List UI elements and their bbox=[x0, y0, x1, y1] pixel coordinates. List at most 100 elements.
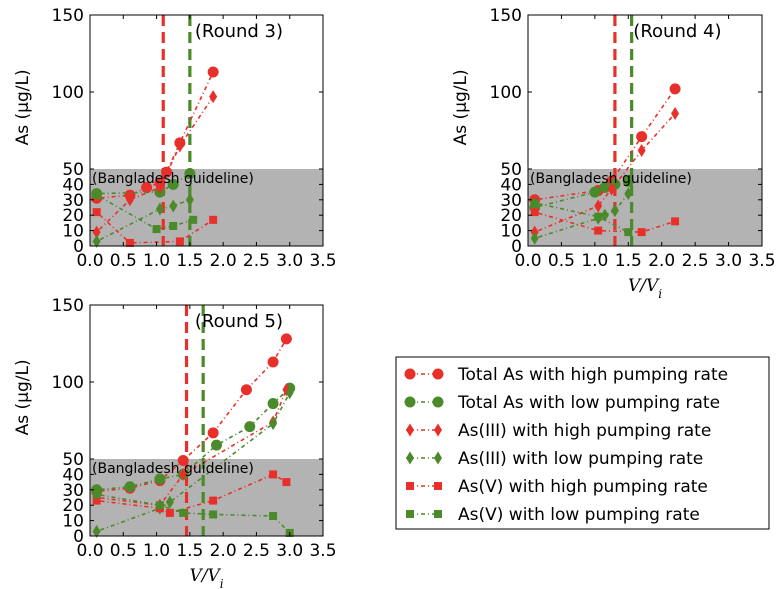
x-tick-label: 0.0 bbox=[514, 251, 541, 271]
data-point bbox=[624, 228, 633, 237]
x-tick-label: 2.0 bbox=[648, 251, 675, 271]
y-tick-label: 150 bbox=[52, 6, 84, 26]
series-line-6 bbox=[96, 194, 194, 230]
legend-marker bbox=[406, 482, 414, 490]
x-axis-label: V/Vi bbox=[628, 276, 662, 301]
legend-label: Total As with high pumping rate bbox=[457, 365, 728, 385]
x-tick-label: 2.5 bbox=[682, 251, 709, 271]
y-tick-label: 50 bbox=[500, 160, 522, 180]
data-point bbox=[622, 175, 634, 187]
axes-frame bbox=[89, 304, 324, 537]
y-tick-label: 20 bbox=[500, 206, 522, 226]
guideline-label: (Bangladesh guideline) bbox=[92, 461, 254, 477]
data-point bbox=[282, 478, 291, 487]
guideline-label: (Bangladesh guideline) bbox=[530, 171, 692, 187]
x-tick-label: 2.5 bbox=[243, 251, 270, 271]
data-point bbox=[269, 470, 278, 479]
guideline-band bbox=[90, 169, 323, 246]
data-point bbox=[125, 193, 134, 207]
data-point bbox=[267, 398, 279, 410]
data-point bbox=[636, 131, 648, 143]
y-tick-label: 30 bbox=[500, 191, 522, 211]
data-point bbox=[210, 439, 222, 451]
series-line-2 bbox=[96, 172, 191, 195]
legend-marker bbox=[432, 368, 444, 380]
data-point bbox=[179, 467, 188, 481]
legend-label: As(V) with high pumping rate bbox=[458, 477, 708, 497]
y-tick-label: 40 bbox=[62, 465, 84, 485]
data-point bbox=[285, 386, 294, 400]
data-point bbox=[125, 238, 134, 247]
data-point bbox=[589, 186, 601, 198]
data-point bbox=[207, 427, 219, 439]
x-tick-label: 1.5 bbox=[615, 251, 642, 271]
x-tick-label: 1.5 bbox=[176, 251, 203, 271]
data-point bbox=[184, 168, 196, 180]
legend-marker bbox=[434, 451, 442, 465]
x-tick-label: 3.5 bbox=[748, 251, 775, 271]
legend-label: As(III) with high pumping rate bbox=[458, 421, 711, 441]
data-point bbox=[671, 217, 680, 226]
data-point bbox=[179, 508, 188, 517]
data-point bbox=[155, 180, 164, 194]
panel-title: (Round 3) bbox=[195, 21, 283, 42]
data-point bbox=[209, 496, 218, 505]
y-tick-label: 100 bbox=[52, 83, 84, 103]
legend-marker bbox=[404, 396, 416, 408]
data-point bbox=[175, 237, 184, 246]
x-tick-label: 3.5 bbox=[309, 541, 336, 561]
y-tick-label: 30 bbox=[62, 191, 84, 211]
y-tick-label: 30 bbox=[62, 481, 84, 501]
data-point bbox=[209, 215, 218, 224]
y-axis-label: As (μg/L) bbox=[13, 69, 33, 145]
data-point bbox=[209, 510, 218, 519]
panel-title: (Round 4) bbox=[633, 21, 721, 42]
legend-label: As(V) with low pumping rate bbox=[458, 505, 700, 525]
x-tick-label: 2.0 bbox=[210, 251, 237, 271]
data-point bbox=[185, 193, 194, 207]
y-tick-label: 0 bbox=[73, 237, 84, 257]
data-point bbox=[600, 208, 609, 222]
data-point bbox=[155, 202, 164, 216]
series-line-5 bbox=[96, 211, 214, 244]
y-tick-label: 100 bbox=[490, 83, 522, 103]
data-point bbox=[530, 231, 539, 245]
legend-label: As(III) with low pumping rate bbox=[458, 449, 703, 469]
data-point bbox=[124, 481, 136, 493]
legend-marker bbox=[404, 368, 416, 380]
data-point bbox=[594, 212, 603, 221]
y-tick-label: 0 bbox=[511, 237, 522, 257]
data-point bbox=[92, 524, 101, 538]
legend-label: Total As with low pumping rate bbox=[457, 393, 720, 413]
y-tick-label: 150 bbox=[490, 6, 522, 26]
guideline-label: (Bangladesh guideline) bbox=[92, 171, 254, 187]
data-point bbox=[209, 90, 218, 104]
data-point bbox=[92, 225, 101, 239]
x-tick-label: 1.5 bbox=[176, 541, 203, 561]
y-tick-label: 20 bbox=[62, 206, 84, 226]
data-point bbox=[669, 83, 681, 95]
x-tick-label: 3.0 bbox=[276, 541, 303, 561]
data-point bbox=[207, 66, 219, 78]
x-axis-label-subscript: i bbox=[220, 577, 224, 589]
x-tick-label: 1.0 bbox=[581, 251, 608, 271]
data-point bbox=[92, 234, 101, 248]
data-point bbox=[152, 225, 161, 234]
data-point bbox=[154, 473, 166, 485]
data-point bbox=[530, 208, 539, 217]
legend: Total As with high pumping rate Total As … bbox=[395, 356, 770, 530]
x-axis-label: V/Vi bbox=[189, 566, 223, 589]
y-tick-label: 100 bbox=[52, 373, 84, 393]
data-point bbox=[175, 139, 184, 153]
data-point bbox=[165, 508, 174, 517]
y-tick-label: 10 bbox=[62, 512, 84, 532]
y-tick-label: 40 bbox=[500, 175, 522, 195]
data-point bbox=[269, 417, 278, 431]
guideline-band bbox=[90, 459, 323, 536]
data-point bbox=[594, 199, 603, 213]
data-point bbox=[155, 501, 164, 510]
legend-marker bbox=[406, 510, 414, 518]
y-axis-label: As (μg/L) bbox=[13, 359, 33, 435]
